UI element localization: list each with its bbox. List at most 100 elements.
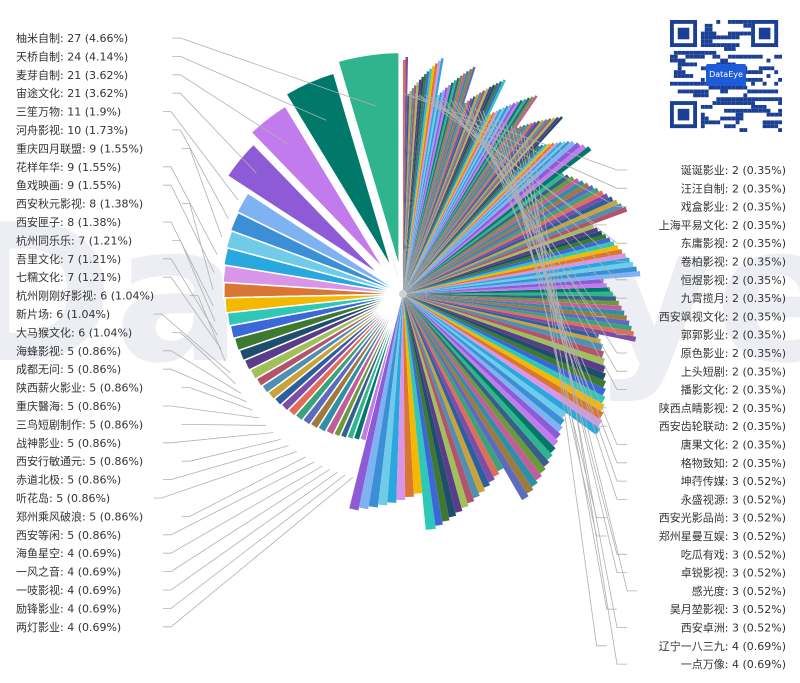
pie-slice[interactable] (403, 193, 609, 294)
pie-slice[interactable] (403, 257, 630, 294)
pie-slice[interactable] (403, 294, 603, 351)
pie-slice[interactable] (403, 294, 529, 501)
pie-slice[interactable] (403, 182, 590, 294)
pie-slice[interactable] (403, 178, 580, 294)
pie-slice[interactable] (403, 146, 592, 294)
pie-slice[interactable] (403, 261, 634, 294)
pie-slice[interactable] (403, 294, 414, 497)
pie-slice[interactable] (403, 116, 560, 294)
pie-slice[interactable] (403, 92, 482, 294)
pie-slice[interactable] (403, 233, 607, 294)
pie-slice[interactable] (403, 294, 605, 412)
pie-slice[interactable] (403, 199, 619, 294)
pie-slice[interactable] (301, 293, 404, 427)
pie-slice[interactable] (403, 185, 595, 294)
pie-slice[interactable] (403, 89, 445, 294)
pie-slice[interactable] (403, 294, 556, 454)
pie-slice[interactable] (403, 73, 466, 295)
pie-slice[interactable] (222, 264, 404, 295)
pie-slice[interactable] (403, 294, 567, 419)
pie-slice[interactable] (403, 80, 457, 294)
pie-slice[interactable] (403, 294, 565, 426)
pie-slice[interactable] (403, 112, 495, 294)
pie-slice[interactable] (273, 293, 404, 407)
pie-slice[interactable] (403, 142, 559, 294)
pie-slice[interactable] (403, 97, 531, 295)
pie-slice[interactable] (403, 96, 534, 294)
pie-slice[interactable] (403, 241, 615, 294)
pie-slice[interactable] (223, 281, 404, 299)
pie-slice[interactable] (403, 291, 614, 297)
pie-slice[interactable] (403, 294, 635, 337)
pie-slice[interactable] (403, 245, 619, 294)
pie-slice[interactable] (260, 293, 404, 395)
pie-slice[interactable] (403, 294, 561, 440)
pie-slice[interactable] (403, 294, 630, 326)
pie-slice[interactable] (403, 119, 544, 294)
pie-slice[interactable] (403, 79, 422, 294)
pie-slice[interactable] (403, 94, 410, 294)
pie-slice[interactable] (225, 229, 404, 295)
pie-slice[interactable] (403, 278, 604, 294)
pie-slice[interactable] (403, 294, 601, 435)
pie-slice[interactable] (403, 82, 454, 294)
pie-slice[interactable] (403, 283, 607, 294)
pie-slice[interactable] (403, 294, 546, 474)
pie-slice[interactable] (403, 227, 599, 294)
pie-slice[interactable] (403, 58, 444, 294)
pie-slice[interactable] (309, 293, 404, 431)
pie-slice[interactable] (229, 211, 404, 295)
pie-slice[interactable] (403, 85, 417, 294)
pie-slice[interactable] (403, 294, 450, 522)
pie-slice[interactable] (403, 71, 430, 294)
pie-slice[interactable] (403, 294, 475, 504)
pie-slice[interactable] (403, 98, 527, 295)
pie-slice[interactable] (403, 102, 467, 294)
pie-slice[interactable] (403, 94, 440, 294)
pie-slice[interactable] (403, 294, 463, 513)
pie-slice[interactable] (403, 77, 460, 294)
pie-slice[interactable] (403, 294, 559, 447)
pie-slice[interactable] (403, 294, 616, 301)
pie-slice[interactable] (333, 49, 403, 277)
pie-slice[interactable] (403, 294, 606, 396)
pie-slice[interactable] (324, 293, 404, 437)
pie-slice[interactable] (403, 142, 555, 294)
pie-slice[interactable] (352, 293, 404, 442)
pie-slice[interactable] (403, 70, 470, 295)
pie-slice[interactable] (403, 294, 553, 460)
pie-slice[interactable] (403, 65, 435, 294)
pie-slice[interactable] (279, 293, 404, 413)
pie-slice[interactable] (403, 294, 563, 433)
pie-slice[interactable] (403, 118, 552, 294)
pie-slice[interactable] (403, 294, 534, 494)
pie-slice[interactable] (403, 74, 427, 295)
pie-slice[interactable] (403, 68, 473, 295)
pie-slice[interactable] (403, 141, 566, 294)
pie-slice[interactable] (403, 294, 606, 381)
pie-slice[interactable] (403, 76, 424, 295)
pie-slice[interactable] (403, 294, 469, 509)
pie-slice[interactable] (403, 82, 419, 294)
pie-slice[interactable] (403, 294, 504, 472)
pie-slice[interactable] (403, 287, 610, 294)
pie-slice[interactable] (403, 57, 409, 294)
pie-slice[interactable] (403, 203, 623, 294)
pie-slice[interactable] (403, 294, 480, 499)
pie-slice[interactable] (403, 294, 601, 344)
pie-slice[interactable] (403, 75, 463, 294)
pie-slice[interactable] (403, 86, 492, 294)
pie-slice[interactable] (403, 294, 622, 311)
pie-slice[interactable] (403, 237, 611, 294)
pie-slice[interactable] (403, 87, 448, 294)
pie-slice[interactable] (222, 247, 404, 295)
pie-slice[interactable] (403, 294, 606, 404)
pie-slice[interactable] (403, 294, 603, 427)
pie-slice[interactable] (222, 139, 391, 285)
pie-slice[interactable] (403, 253, 627, 294)
pie-slice[interactable] (403, 88, 489, 294)
pie-slice[interactable] (403, 294, 457, 518)
pie-slice[interactable] (403, 60, 441, 294)
pie-slice[interactable] (403, 294, 604, 420)
pie-slice[interactable] (396, 294, 406, 500)
